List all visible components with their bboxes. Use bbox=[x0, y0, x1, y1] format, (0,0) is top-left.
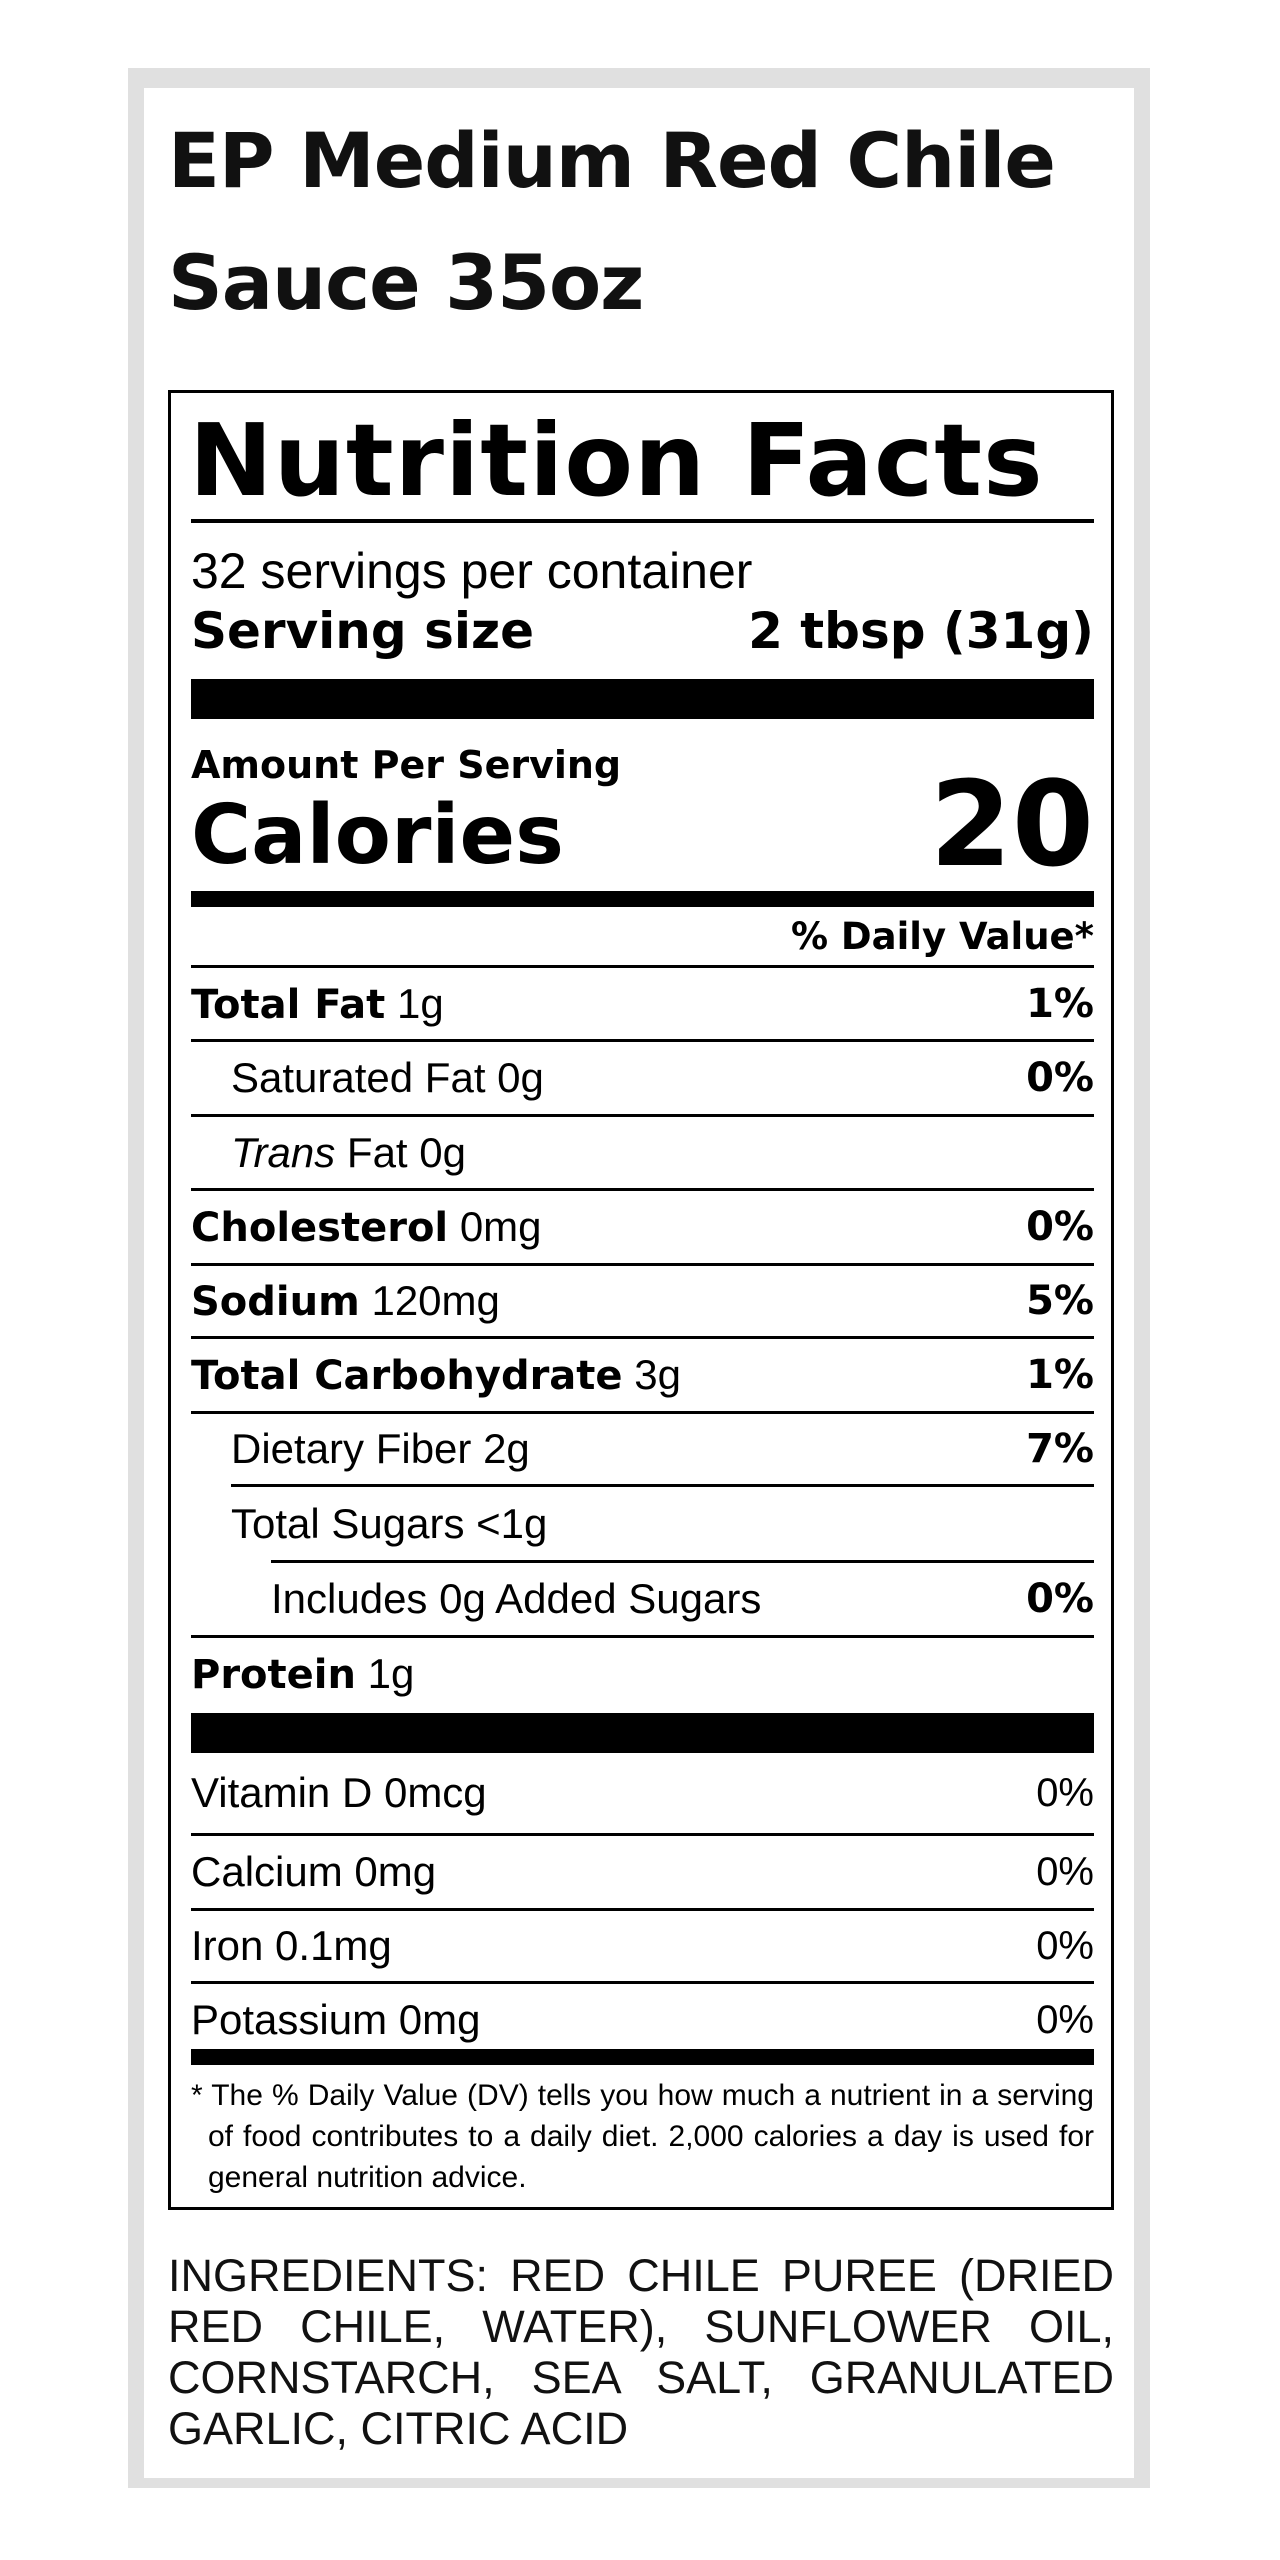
nutrient-dv: 7% bbox=[1026, 1426, 1094, 1472]
nutrient-label: Total Fat 1g bbox=[191, 980, 444, 1028]
nutrient-label: Saturated Fat 0g bbox=[231, 1054, 544, 1102]
divider-thin bbox=[191, 1114, 1094, 1117]
nutrient-name: Cholesterol bbox=[191, 1205, 449, 1251]
vitamin-row-potassium: Potassium 0mg 0% bbox=[191, 1984, 1094, 2056]
nutrient-row-saturated-fat: Saturated Fat 0g 0% bbox=[231, 1042, 1094, 1114]
nutrient-row-trans-fat: Trans Fat 0g bbox=[231, 1117, 1094, 1188]
vitamin-label: Iron 0.1mg bbox=[191, 1922, 392, 1969]
serving-size-row: Serving size 2 tbsp (31g) bbox=[191, 603, 1094, 659]
vitamin-row-calcium: Calcium 0mg 0% bbox=[191, 1836, 1094, 1908]
divider-thin bbox=[191, 1411, 1094, 1414]
divider-thin bbox=[191, 1833, 1094, 1836]
divider-thin bbox=[191, 1635, 1094, 1638]
nutrient-dv: 1% bbox=[1026, 1352, 1094, 1398]
nutrient-label: Total Carbohydrate 3g bbox=[191, 1351, 681, 1399]
serving-size-label: Serving size bbox=[191, 602, 535, 660]
product-card: EP Medium Red Chile Sauce 35oz Nutrition… bbox=[144, 88, 1134, 2478]
nutrition-facts-heading: Nutrition Facts bbox=[189, 402, 1044, 519]
nutrition-facts-panel: Nutrition Facts 32 servings per containe… bbox=[168, 390, 1114, 2210]
nutrient-dv: 0% bbox=[1026, 1204, 1094, 1250]
nutrient-row-cholesterol: Cholesterol 0mg 0% bbox=[191, 1191, 1094, 1263]
divider-thick bbox=[191, 1713, 1094, 1753]
nutrient-amount: <1g bbox=[476, 1499, 548, 1547]
vitamin-dv: 0% bbox=[1036, 1849, 1094, 1894]
divider-medium bbox=[191, 2049, 1094, 2065]
nutrient-label: Dietary Fiber 2g bbox=[231, 1425, 530, 1473]
nutrient-amount: 120mg bbox=[371, 1277, 500, 1324]
nutrient-amount: 1g bbox=[367, 1650, 415, 1697]
divider-medium bbox=[191, 891, 1094, 907]
divider-thin bbox=[191, 1336, 1094, 1339]
divider-thin bbox=[191, 1263, 1094, 1266]
divider-thick bbox=[191, 679, 1094, 719]
nutrient-name-italic: Trans bbox=[231, 1128, 336, 1176]
nutrient-row-total-fat: Total Fat 1g 1% bbox=[191, 969, 1094, 1039]
nutrient-name: Total Sugars bbox=[231, 1499, 465, 1547]
nutrient-amount: 0mg bbox=[459, 1203, 542, 1250]
nutrient-label: Trans Fat 0g bbox=[231, 1129, 466, 1177]
serving-size-value: 2 tbsp (31g) bbox=[748, 602, 1094, 660]
nutrient-name: Fat bbox=[346, 1128, 408, 1176]
calories-value: 20 bbox=[929, 755, 1094, 893]
divider-thin bbox=[191, 1039, 1094, 1042]
nutrient-name: Dietary Fiber bbox=[231, 1425, 472, 1472]
amount-per-serving: Amount Per Serving bbox=[191, 743, 622, 787]
nutrient-name: Total Carbohydrate bbox=[191, 1353, 623, 1399]
nutrient-row-total-sugars: Total Sugars <1g bbox=[231, 1487, 1094, 1560]
nutrient-name: Protein bbox=[191, 1652, 356, 1698]
nutrient-name: Sodium bbox=[191, 1279, 360, 1325]
nutrient-row-sodium: Sodium 120mg 5% bbox=[191, 1266, 1094, 1336]
nutrient-dv: 0% bbox=[1026, 1576, 1094, 1622]
nutrient-dv: 1% bbox=[1026, 981, 1094, 1027]
product-title-line2: Sauce 35oz bbox=[168, 238, 644, 327]
divider-thin bbox=[271, 1560, 1094, 1563]
nutrient-name: Total Fat bbox=[191, 982, 386, 1028]
daily-value-footnote: * The % Daily Value (DV) tells you how m… bbox=[191, 2079, 1094, 2194]
vitamin-label: Calcium 0mg bbox=[191, 1848, 437, 1895]
nutrient-label: Total Sugars <1g bbox=[231, 1500, 547, 1548]
vitamin-label: Potassium 0mg bbox=[191, 1996, 481, 2043]
calories-label: Calories bbox=[191, 788, 564, 883]
nutrient-row-added-sugars: Includes 0g Added Sugars 0% bbox=[271, 1563, 1094, 1635]
divider-thin bbox=[191, 1908, 1094, 1911]
nutrient-amount: 3g bbox=[634, 1351, 681, 1398]
nutrient-amount: 1g bbox=[396, 980, 444, 1027]
nutrient-amount: 0g bbox=[497, 1054, 544, 1101]
nutrient-label: Sodium 120mg bbox=[191, 1277, 500, 1325]
nutrient-row-protein: Protein 1g bbox=[191, 1638, 1094, 1710]
product-title: EP Medium Red Chile Sauce 35oz bbox=[168, 100, 1068, 344]
product-title-line1: EP Medium Red Chile bbox=[168, 116, 1056, 205]
vitamin-label: Vitamin D 0mcg bbox=[191, 1769, 487, 1816]
nutrient-label: Includes 0g Added Sugars bbox=[271, 1575, 762, 1622]
nutrient-row-total-carbohydrate: Total Carbohydrate 3g 1% bbox=[191, 1339, 1094, 1411]
divider-thin bbox=[191, 519, 1094, 523]
divider-thin bbox=[191, 1188, 1094, 1191]
nutrient-amount: 2g bbox=[483, 1425, 530, 1472]
divider-thin bbox=[191, 965, 1094, 968]
servings-per-container: 32 servings per container bbox=[191, 543, 753, 599]
daily-value-header: % Daily Value* bbox=[790, 915, 1094, 958]
ingredients-list: INGREDIENTS: RED CHILE PUREE (DRIED RED … bbox=[168, 2250, 1114, 2454]
vitamin-dv: 0% bbox=[1036, 1770, 1094, 1815]
nutrient-dv: 0% bbox=[1026, 1055, 1094, 1101]
vitamin-row-iron: Iron 0.1mg 0% bbox=[191, 1911, 1094, 1981]
divider-thin bbox=[191, 1981, 1094, 1984]
nutrient-name: Saturated Fat bbox=[231, 1054, 486, 1101]
vitamin-dv: 0% bbox=[1036, 1923, 1094, 1968]
vitamin-dv: 0% bbox=[1036, 1997, 1094, 2042]
nutrient-amount: 0g bbox=[419, 1128, 466, 1176]
nutrient-row-dietary-fiber: Dietary Fiber 2g 7% bbox=[231, 1414, 1094, 1484]
nutrient-label: Cholesterol 0mg bbox=[191, 1203, 542, 1251]
vitamin-row-vitamin-d: Vitamin D 0mcg 0% bbox=[191, 1753, 1094, 1833]
nutrient-label: Protein 1g bbox=[191, 1650, 414, 1698]
divider-thin bbox=[231, 1484, 1094, 1487]
nutrient-dv: 5% bbox=[1026, 1278, 1094, 1324]
